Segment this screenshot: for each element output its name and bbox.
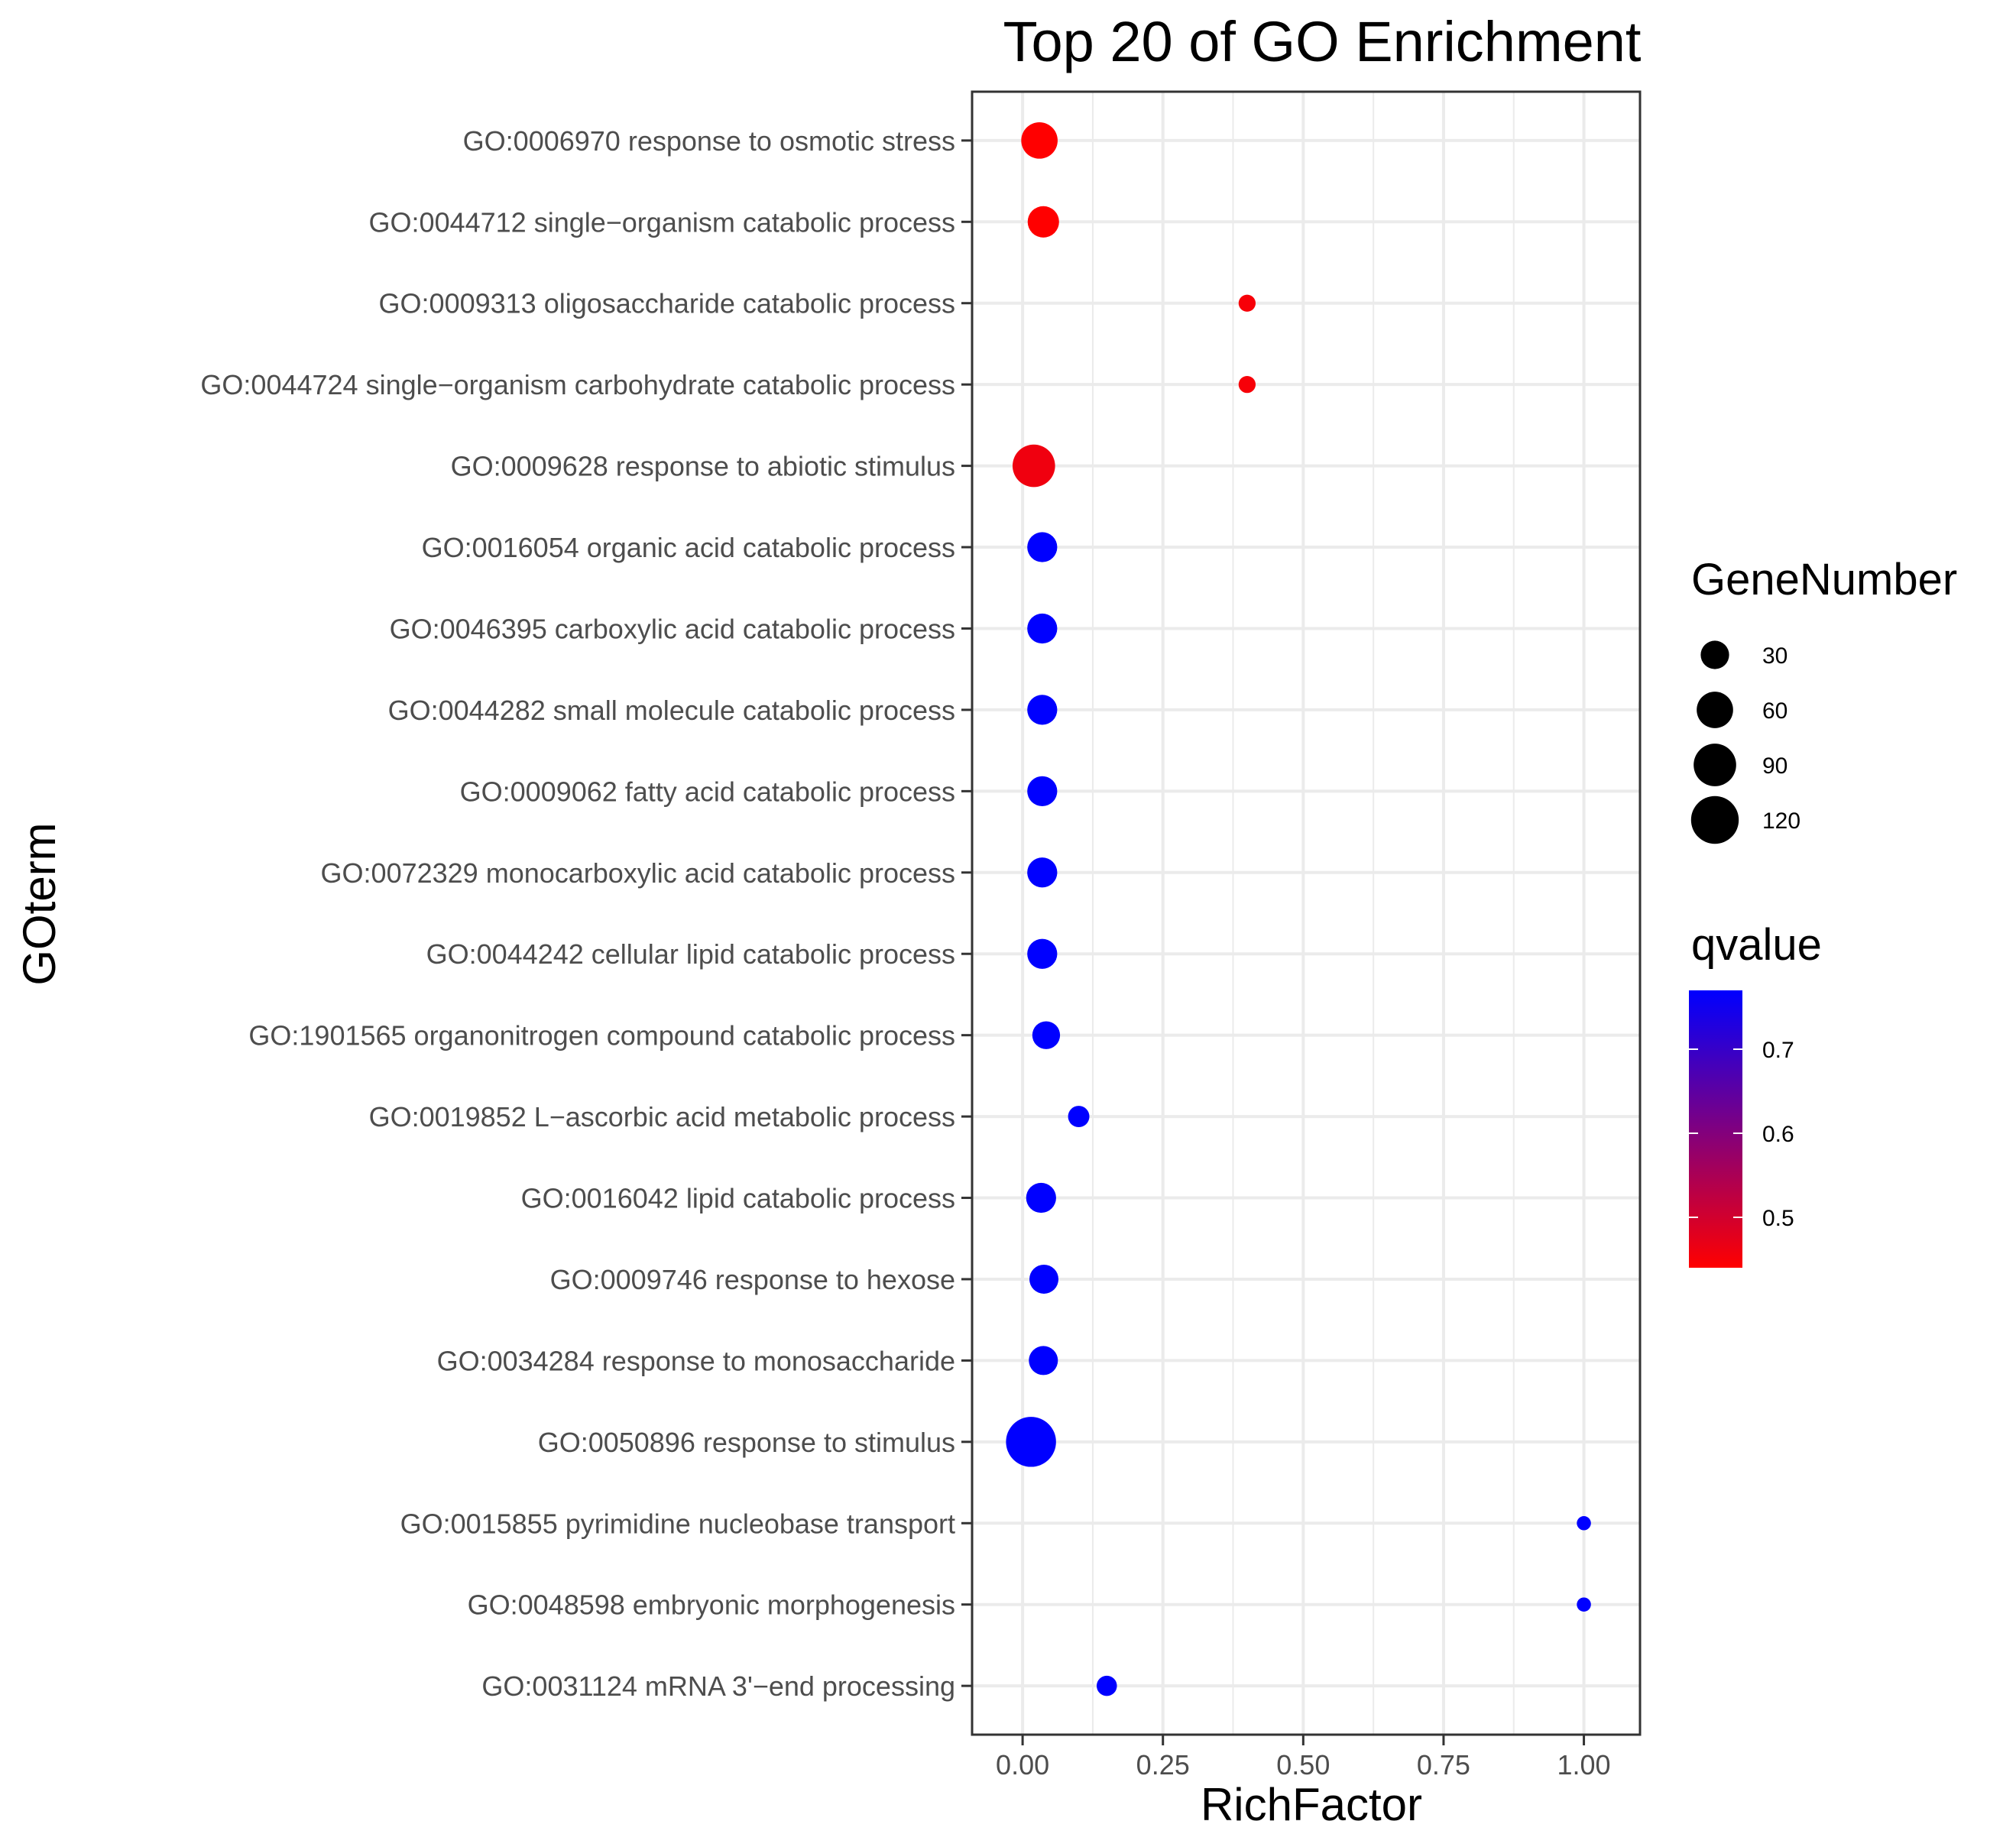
panel-background bbox=[972, 92, 1640, 1735]
y-tick-label: GO:0031124 mRNA 3'−end processing bbox=[481, 1670, 955, 1702]
y-tick-label: GO:0072329 monocarboxylic acid catabolic… bbox=[321, 857, 955, 889]
x-tick-label: 0.25 bbox=[1136, 1749, 1190, 1781]
y-tick-label: GO:0048598 embryonic morphogenesis bbox=[468, 1589, 955, 1621]
size-legend-label: 90 bbox=[1762, 753, 1787, 779]
color-legend-label: 0.6 bbox=[1762, 1122, 1794, 1147]
data-point bbox=[1068, 1106, 1090, 1128]
data-point bbox=[1238, 294, 1256, 312]
x-axis-title: RichFactor bbox=[1201, 1779, 1422, 1830]
y-tick-label: GO:0006970 response to osmotic stress bbox=[463, 125, 955, 157]
x-tick-label: 1.00 bbox=[1557, 1749, 1611, 1781]
data-point bbox=[1027, 938, 1058, 969]
size-legend: GeneNumber 30 60 90 120 bbox=[1690, 555, 1957, 844]
data-point bbox=[1027, 206, 1059, 238]
data-point bbox=[1006, 1417, 1056, 1467]
size-legend-title: GeneNumber bbox=[1691, 555, 1957, 604]
color-legend-title: qvalue bbox=[1691, 920, 1822, 970]
data-point bbox=[1238, 376, 1256, 394]
y-tick-label: GO:0016042 lipid catabolic process bbox=[521, 1183, 955, 1214]
data-point bbox=[1027, 613, 1058, 644]
size-legend-key bbox=[1690, 795, 1739, 844]
y-tick-label: GO:0009062 fatty acid catabolic process bbox=[460, 776, 955, 807]
size-legend-key bbox=[1694, 744, 1736, 786]
y-tick-label: GO:0015855 pyrimidine nucleobase transpo… bbox=[400, 1508, 955, 1539]
x-tick-label: 0.00 bbox=[996, 1749, 1049, 1781]
size-legend-key bbox=[1700, 640, 1729, 669]
color-legend-bar bbox=[1689, 990, 1742, 1268]
data-point bbox=[1012, 444, 1055, 488]
size-legend-label: 30 bbox=[1762, 643, 1787, 669]
y-tick-label: GO:1901565 organonitrogen compound catab… bbox=[248, 1020, 955, 1051]
data-point bbox=[1577, 1516, 1591, 1531]
y-tick-label: GO:0016054 organic acid catabolic proces… bbox=[422, 532, 955, 563]
y-tick-label: GO:0009313 oligosaccharide catabolic pro… bbox=[379, 288, 955, 319]
data-point bbox=[1029, 1264, 1059, 1294]
size-legend-key bbox=[1697, 692, 1733, 728]
chart-title: Top 20 of GO Enrichment bbox=[1003, 10, 1642, 73]
data-point bbox=[1577, 1597, 1591, 1612]
size-legend-label: 60 bbox=[1762, 698, 1787, 724]
y-tick-label: GO:0044724 single−organism carbohydrate … bbox=[200, 369, 955, 400]
x-tick-label: 0.50 bbox=[1276, 1749, 1330, 1781]
y-tick-label: GO:0019852 L−ascorbic acid metabolic pro… bbox=[369, 1101, 955, 1132]
y-tick-label: GO:0050896 response to stimulus bbox=[538, 1427, 955, 1458]
size-legend-label: 120 bbox=[1762, 808, 1800, 834]
data-points bbox=[1006, 122, 1591, 1696]
data-point bbox=[1032, 1021, 1061, 1049]
y-tick-label: GO:0044282 small molecule catabolic proc… bbox=[388, 695, 955, 726]
data-point bbox=[1096, 1675, 1117, 1696]
data-point bbox=[1027, 695, 1058, 725]
y-tick-label: GO:0044712 single−organism catabolic pro… bbox=[369, 206, 955, 238]
data-point bbox=[1026, 1182, 1056, 1213]
x-axis-ticks: 0.00 0.25 0.50 0.75 1.00 bbox=[996, 1735, 1611, 1781]
color-legend: qvalue 0.5 0.6 0.7 bbox=[1689, 920, 1822, 1268]
color-legend-label: 0.5 bbox=[1762, 1206, 1794, 1231]
color-legend-label: 0.7 bbox=[1762, 1038, 1794, 1063]
y-tick-label: GO:0044242 cellular lipid catabolic proc… bbox=[426, 938, 955, 970]
data-point bbox=[1021, 122, 1058, 159]
data-point bbox=[1027, 857, 1058, 888]
y-tick-label: GO:0034284 response to monosaccharide bbox=[437, 1345, 955, 1376]
y-axis-title: GOterm bbox=[14, 822, 65, 985]
x-tick-label: 0.75 bbox=[1417, 1749, 1470, 1781]
plot-panel bbox=[971, 90, 1642, 1736]
y-axis-labels: GO:0006970 response to osmotic stress GO:… bbox=[200, 125, 972, 1702]
data-point bbox=[1027, 776, 1058, 806]
y-tick-label: GO:0009628 response to abiotic stimulus bbox=[451, 451, 955, 482]
data-point bbox=[1027, 532, 1058, 562]
panel-border bbox=[971, 90, 1642, 1736]
data-point bbox=[1029, 1346, 1058, 1376]
y-tick-label: GO:0009746 response to hexose bbox=[550, 1264, 955, 1295]
y-tick-label: GO:0046395 carboxylic acid catabolic pro… bbox=[390, 613, 955, 644]
